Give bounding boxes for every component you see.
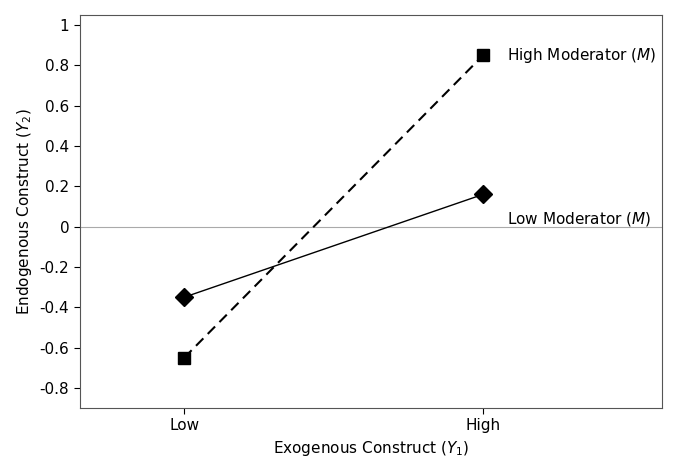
Text: Low Moderator ($M$): Low Moderator ($M$) [507, 210, 651, 228]
Text: High Moderator ($M$): High Moderator ($M$) [507, 46, 656, 65]
X-axis label: Exogenous Construct ($Y_1$): Exogenous Construct ($Y_1$) [273, 439, 469, 458]
Y-axis label: Endogenous Construct ($Y_2$): Endogenous Construct ($Y_2$) [15, 108, 34, 315]
